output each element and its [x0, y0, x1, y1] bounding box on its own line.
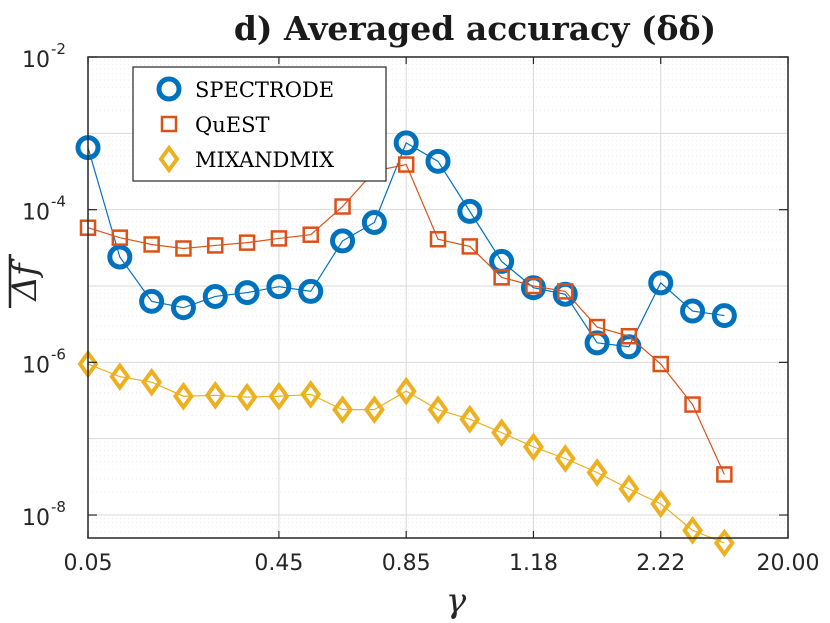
- data-point: [395, 376, 417, 406]
- data-point: [172, 381, 194, 411]
- data-point: [554, 444, 576, 473]
- data-point: [266, 274, 292, 300]
- data-point: [393, 130, 419, 156]
- data-point: [207, 237, 224, 254]
- y-axis-label: Δf: [5, 258, 45, 303]
- data-point: [427, 395, 449, 425]
- x-tick-label: 1.18: [509, 551, 558, 576]
- data-point: [588, 318, 606, 336]
- legend-label: SPECTRODE: [195, 78, 334, 102]
- data-point: [525, 277, 542, 295]
- data-point: [425, 148, 451, 174]
- y-axis-ticks: 10-810-610-410-2: [22, 40, 788, 531]
- data-point: [236, 382, 258, 412]
- plot-frame: [87, 56, 789, 539]
- data-point: [300, 380, 322, 409]
- x-tick-label: 0.85: [382, 551, 431, 576]
- data-point: [330, 228, 356, 254]
- data-point: [238, 234, 256, 251]
- series-line: [87, 363, 725, 544]
- data-point: [111, 229, 129, 246]
- data-point: [298, 278, 324, 304]
- data-point: [270, 230, 288, 247]
- legend-label: MIXANDMIX: [195, 148, 334, 172]
- series-spectrode: [75, 130, 737, 360]
- data-point: [461, 238, 479, 255]
- data-point: [711, 303, 737, 329]
- data-point: [682, 515, 704, 545]
- x-axis-ticks: 0.05 0.45 0.85 1.18 2.22 20.00: [64, 57, 820, 576]
- data-point: [139, 288, 165, 314]
- data-point: [204, 380, 226, 410]
- data-point: [648, 270, 674, 296]
- legend-marker: [156, 76, 182, 102]
- y-axis-label-group: Δf: [5, 254, 45, 308]
- y-tick-label-exponent: -8: [51, 498, 66, 516]
- data-point: [397, 156, 415, 173]
- data-point: [652, 355, 669, 373]
- y-tick-label-exponent: -2: [51, 40, 66, 58]
- x-tick-label: 2.22: [636, 551, 685, 576]
- data-point: [361, 209, 387, 235]
- data-point: [620, 327, 638, 345]
- x-tick-label: 0.05: [64, 551, 113, 576]
- y-tick-label-base: 10: [22, 506, 50, 531]
- chart-title: d) Averaged accuracy (δδ): [234, 9, 716, 48]
- data-point: [493, 269, 510, 286]
- data-point: [332, 395, 354, 425]
- data-point: [143, 236, 160, 253]
- data-point: [141, 367, 163, 397]
- series-mixandmix: [77, 349, 735, 558]
- data-point: [107, 244, 133, 270]
- data-point: [457, 198, 483, 224]
- y-tick-label-base: 10: [22, 201, 50, 226]
- data-point: [109, 362, 131, 392]
- legend: SPECTRODE QuEST MIXANDMIX: [132, 66, 387, 182]
- series-quest: [79, 156, 733, 483]
- data-point: [175, 240, 192, 257]
- series-layer: [75, 130, 737, 558]
- legend-marker: [160, 115, 178, 133]
- x-axis-label: γ: [446, 581, 467, 621]
- data-point: [618, 474, 640, 504]
- y-tick-label-exponent: -6: [51, 345, 66, 363]
- data-point: [586, 458, 608, 487]
- data-point: [234, 280, 260, 306]
- data-point: [170, 295, 196, 321]
- data-point: [363, 395, 385, 425]
- data-point: [522, 432, 544, 462]
- data-point: [684, 396, 701, 413]
- data-point: [680, 298, 706, 324]
- data-point: [650, 489, 672, 519]
- data-point: [491, 418, 513, 448]
- data-point: [557, 283, 574, 300]
- y-tick-label-base: 10: [22, 48, 50, 73]
- legend-label: QuEST: [195, 113, 269, 137]
- data-point: [716, 466, 733, 483]
- data-point: [202, 283, 228, 309]
- series-line: [87, 163, 725, 475]
- x-tick-label: 0.45: [254, 551, 303, 576]
- data-point: [459, 404, 481, 434]
- x-tick-label: 20.00: [757, 551, 820, 576]
- legend-marker: [158, 144, 180, 174]
- data-point: [334, 198, 351, 215]
- y-tick-label-exponent: -4: [51, 193, 66, 211]
- data-point: [268, 381, 290, 411]
- data-point: [429, 230, 447, 248]
- data-point: [713, 528, 735, 558]
- data-point: [302, 226, 319, 243]
- y-tick-label-base: 10: [22, 353, 50, 378]
